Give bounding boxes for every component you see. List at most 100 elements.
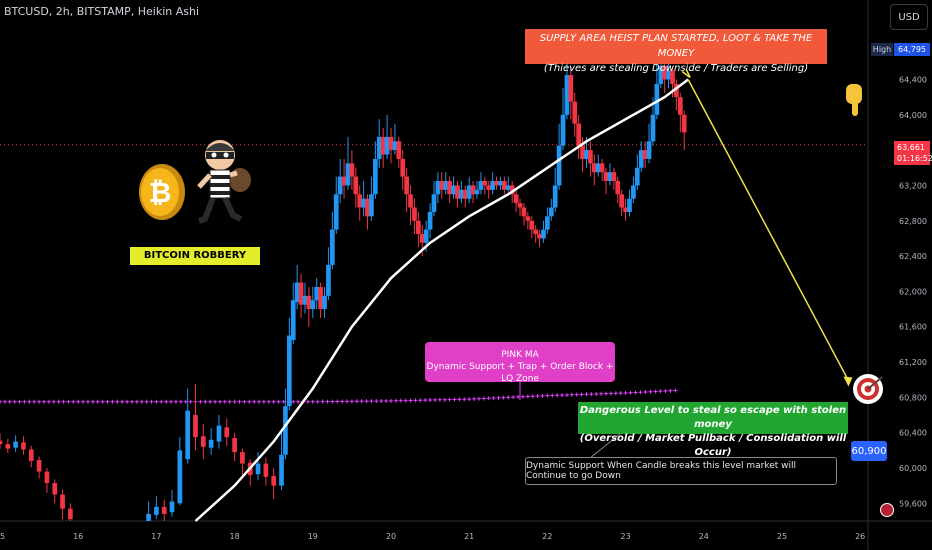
pink-ma-point xyxy=(564,392,569,397)
candle-body xyxy=(529,220,535,230)
candle-body xyxy=(353,176,359,195)
candle-body xyxy=(376,136,382,159)
target-arrow-line xyxy=(687,79,850,381)
pink-ma-point xyxy=(222,399,227,404)
x-tick-label: 18 xyxy=(230,532,240,541)
pink-ma-point xyxy=(633,390,638,395)
pink-ma-point xyxy=(139,399,144,404)
candle-body xyxy=(349,163,355,177)
candle-body xyxy=(60,494,65,509)
pink-ma-point xyxy=(247,399,252,404)
candle-body xyxy=(28,449,34,461)
pink-ma-point xyxy=(447,397,452,402)
pink-ma-point xyxy=(608,391,613,396)
candle-body xyxy=(388,136,394,151)
pink-ma-point xyxy=(2,399,7,404)
pink-ma-point xyxy=(516,394,521,399)
pink-ma-point xyxy=(432,397,437,402)
candle-body xyxy=(286,335,292,407)
pink-ma-point xyxy=(134,399,139,404)
pink-ma-point xyxy=(271,399,276,404)
pink-ma-point xyxy=(105,399,110,404)
candle-body xyxy=(572,101,578,124)
pink-ma-point xyxy=(472,396,477,401)
danger-level-annotation: Dangerous Level to steal so escape with … xyxy=(578,402,848,458)
candle-body xyxy=(642,150,648,159)
candle-body xyxy=(255,463,261,475)
candle-body xyxy=(0,440,3,445)
pink-ma-point xyxy=(203,399,208,404)
candle-body xyxy=(52,483,58,495)
candle-body xyxy=(318,286,323,310)
danger-line-1: Dangerous Level to steal so escape with … xyxy=(579,405,847,430)
pink-ma-point xyxy=(359,399,364,404)
pink-ma-point xyxy=(545,393,550,398)
pink-ma-point xyxy=(467,397,472,402)
candle-body xyxy=(568,75,574,102)
pink-ma-point xyxy=(437,397,442,402)
y-tick-label: 59,600 xyxy=(899,499,927,508)
supply-line-1: SUPPLY AREA HEIST PLAN STARTED, LOOT & T… xyxy=(539,33,813,59)
x-tick-label: 21 xyxy=(464,532,474,541)
candle-body xyxy=(466,185,472,199)
candle-body xyxy=(185,410,191,460)
candle-body xyxy=(545,216,550,230)
bar-countdown: 01:16:52 xyxy=(897,154,932,163)
pink-ma-point xyxy=(584,392,589,397)
x-tick-label: 20 xyxy=(386,532,396,541)
x-tick-label: 26 xyxy=(855,532,865,541)
candle-body xyxy=(627,198,632,212)
pink-ma-point xyxy=(266,399,271,404)
pink-ma-point xyxy=(22,399,27,404)
candle-body xyxy=(404,176,409,195)
candle-body xyxy=(459,189,464,199)
svg-text:₿: ₿ xyxy=(149,176,172,209)
pink-ma-point xyxy=(90,399,95,404)
pink-ma-point xyxy=(257,399,262,404)
symbol-title[interactable]: BTCUSD, 2h, BITSTAMP, Heikin Ashi xyxy=(4,5,200,18)
pink-ma-point xyxy=(530,394,535,399)
pink-ma-point xyxy=(388,398,393,403)
candle-body xyxy=(681,114,687,133)
candle-body xyxy=(513,194,519,204)
pink-ma-point xyxy=(364,399,369,404)
currency-button[interactable]: USD xyxy=(890,4,928,30)
candle-body xyxy=(431,194,437,212)
pink-ma-point xyxy=(66,399,71,404)
pink-ma-point xyxy=(628,390,633,395)
pink-ma-point xyxy=(32,399,37,404)
pink-ma-point xyxy=(110,399,115,404)
candle-body xyxy=(498,181,503,186)
candle-body xyxy=(670,70,675,84)
candle-body xyxy=(337,176,343,195)
target-price-badge: 60,900 xyxy=(851,441,887,461)
candle-body xyxy=(537,234,542,239)
pink-ma-point xyxy=(589,392,594,397)
x-tick-label: 24 xyxy=(699,532,709,541)
pink-ma-point xyxy=(555,393,560,398)
pink-ma-point xyxy=(408,398,413,403)
pink-ma-point xyxy=(442,397,447,402)
pink-ma-point xyxy=(217,399,222,404)
candle-body xyxy=(447,181,452,195)
candle-body xyxy=(283,406,288,455)
candle-body xyxy=(576,123,582,146)
pink-ma-point xyxy=(486,396,491,401)
pink-ma-point xyxy=(496,395,501,400)
x-tick-label: 23 xyxy=(620,532,630,541)
candle-body xyxy=(333,194,339,230)
pink-ma-point xyxy=(208,399,213,404)
candle-body xyxy=(560,114,566,146)
pink-ma-point xyxy=(0,399,2,404)
candle-body xyxy=(541,229,546,239)
y-tick-label: 60,000 xyxy=(899,464,927,473)
candle-body xyxy=(36,460,42,472)
y-tick-label: 62,000 xyxy=(899,287,927,296)
supply-line-2: (Thieves are stealing Downside / Traders… xyxy=(543,63,809,74)
target-arrow-head xyxy=(843,376,853,387)
candle-body xyxy=(329,229,335,265)
candle-body xyxy=(435,181,441,195)
pink-ma-point xyxy=(144,399,149,404)
pink-ma-point xyxy=(393,398,398,403)
